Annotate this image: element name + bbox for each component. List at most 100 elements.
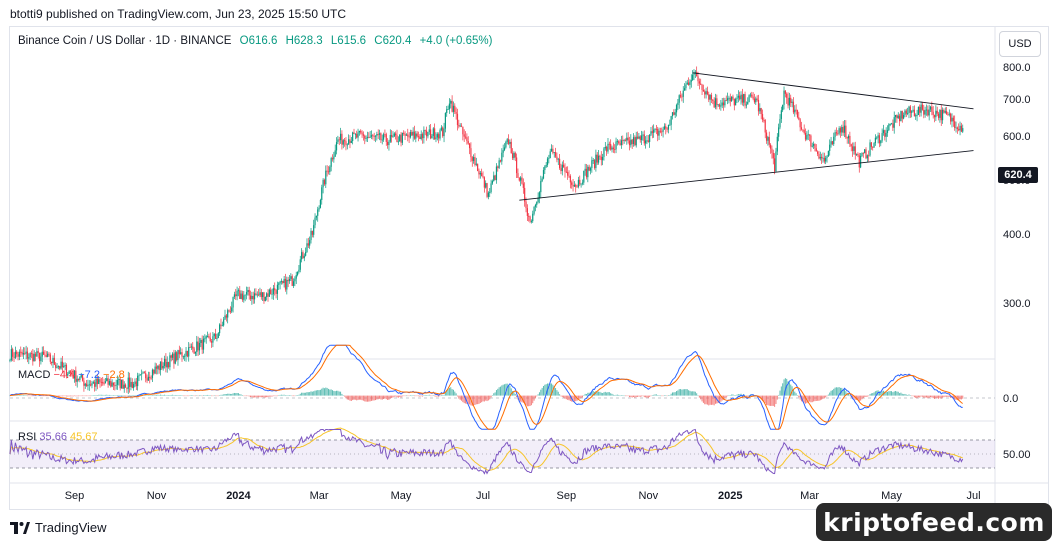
candle bbox=[790, 94, 792, 108]
candle bbox=[42, 346, 45, 355]
candle bbox=[713, 97, 715, 109]
macd-hist-bar bbox=[680, 389, 682, 396]
macd-hist-bar bbox=[57, 395, 59, 397]
macd-hist-bar bbox=[779, 390, 781, 396]
candle bbox=[585, 163, 588, 180]
triangle-trendline[interactable] bbox=[519, 150, 974, 201]
macd-hist-bar bbox=[100, 394, 102, 396]
macd-hist-bar bbox=[783, 379, 785, 396]
candle bbox=[729, 93, 731, 107]
macd-hist-bar bbox=[83, 395, 85, 397]
macd-hist-bar bbox=[451, 389, 453, 396]
macd-hist-bar bbox=[276, 395, 278, 397]
triangle-trendline[interactable] bbox=[692, 72, 974, 110]
macd-hist-bar bbox=[645, 395, 647, 398]
candle bbox=[597, 150, 600, 165]
candle bbox=[354, 133, 356, 140]
macd-hist-bar bbox=[929, 395, 931, 398]
macd-hist-bar bbox=[958, 395, 960, 401]
candle bbox=[315, 215, 317, 221]
candle bbox=[870, 141, 872, 150]
candle bbox=[248, 286, 250, 300]
macd-hist-bar bbox=[227, 393, 229, 396]
candle bbox=[726, 92, 729, 105]
macd-hist-bar bbox=[341, 393, 343, 396]
candle bbox=[73, 369, 76, 383]
candle bbox=[357, 128, 359, 142]
macd-hist-bar bbox=[201, 395, 203, 397]
symbol-name[interactable]: Binance Coin / US Dollar · 1D · BINANCE bbox=[18, 35, 232, 47]
macd-hist-bar bbox=[462, 395, 464, 403]
macd-hist-bar bbox=[117, 395, 119, 396]
macd-hist-bar bbox=[839, 387, 841, 396]
candle bbox=[395, 131, 397, 140]
macd-hist-bar bbox=[622, 395, 624, 396]
candle bbox=[645, 136, 647, 149]
candle bbox=[288, 274, 291, 284]
candle bbox=[753, 93, 756, 104]
candle bbox=[877, 132, 879, 144]
macd-hist-bar bbox=[637, 395, 639, 397]
candle bbox=[591, 156, 593, 173]
macd-hist-bar bbox=[809, 395, 811, 402]
candle bbox=[900, 110, 902, 122]
macd-hist-bar bbox=[157, 394, 159, 396]
candle bbox=[253, 288, 256, 304]
macd-hist-bar bbox=[373, 395, 375, 401]
candle bbox=[413, 125, 416, 140]
candle bbox=[909, 105, 911, 118]
candle bbox=[572, 178, 574, 192]
macd-hist-bar bbox=[481, 395, 483, 403]
candle bbox=[798, 111, 800, 121]
price-tick-label: 600.0 bbox=[1003, 131, 1031, 143]
candle bbox=[427, 131, 429, 139]
macd-hist-bar bbox=[741, 394, 743, 396]
macd-hist-bar bbox=[778, 394, 780, 396]
macd-hist-bar bbox=[763, 395, 765, 402]
candle bbox=[557, 157, 559, 166]
macd-hist-bar bbox=[48, 395, 50, 397]
candle bbox=[835, 127, 838, 136]
candle bbox=[525, 197, 527, 213]
macd-hist-bar bbox=[141, 394, 143, 396]
macd-hist-bar bbox=[192, 395, 194, 396]
macd-hist-bar bbox=[807, 395, 809, 403]
macd-hist-bar bbox=[20, 395, 22, 396]
macd-hist-bar bbox=[577, 395, 579, 400]
rsi-legend[interactable]: RSI 35.66 45.67 bbox=[18, 431, 98, 443]
macd-hist-bar bbox=[153, 395, 155, 396]
tradingview-logo[interactable]: TradingView bbox=[10, 520, 107, 535]
candle bbox=[90, 380, 92, 387]
macd-hist-bar bbox=[872, 393, 874, 396]
macd-hist-bar bbox=[491, 395, 493, 396]
candle bbox=[764, 118, 766, 139]
macd-hist-bar bbox=[565, 395, 567, 400]
macd-hist-bar bbox=[682, 389, 684, 396]
macd-hist-bar bbox=[852, 395, 854, 399]
candle bbox=[765, 129, 768, 144]
candle bbox=[69, 369, 72, 377]
macd-hist-bar bbox=[606, 392, 608, 396]
candle bbox=[135, 377, 137, 391]
macd-legend[interactable]: MACD −4.4 −7.2 −2.8 bbox=[18, 369, 125, 381]
macd-hist-bar bbox=[127, 395, 129, 396]
macd-hist-bar bbox=[122, 395, 124, 396]
macd-hist-bar bbox=[657, 395, 659, 396]
currency-button[interactable]: USD bbox=[999, 31, 1041, 57]
candle bbox=[38, 352, 41, 367]
candle bbox=[546, 156, 549, 168]
macd-hist-bar bbox=[580, 395, 582, 399]
candle bbox=[826, 155, 828, 163]
candle bbox=[682, 86, 684, 103]
macd-hist-bar bbox=[631, 395, 633, 398]
macd-hist-bar bbox=[674, 392, 676, 396]
candle bbox=[615, 137, 617, 154]
macd-hist-bar bbox=[340, 391, 342, 396]
macd-hist-bar bbox=[279, 394, 281, 396]
candle bbox=[376, 131, 378, 141]
macd-hist-bar bbox=[842, 389, 844, 396]
macd-hist-bar bbox=[798, 395, 800, 398]
macd-hist-bar bbox=[315, 390, 317, 396]
macd-hist-bar bbox=[211, 395, 213, 397]
